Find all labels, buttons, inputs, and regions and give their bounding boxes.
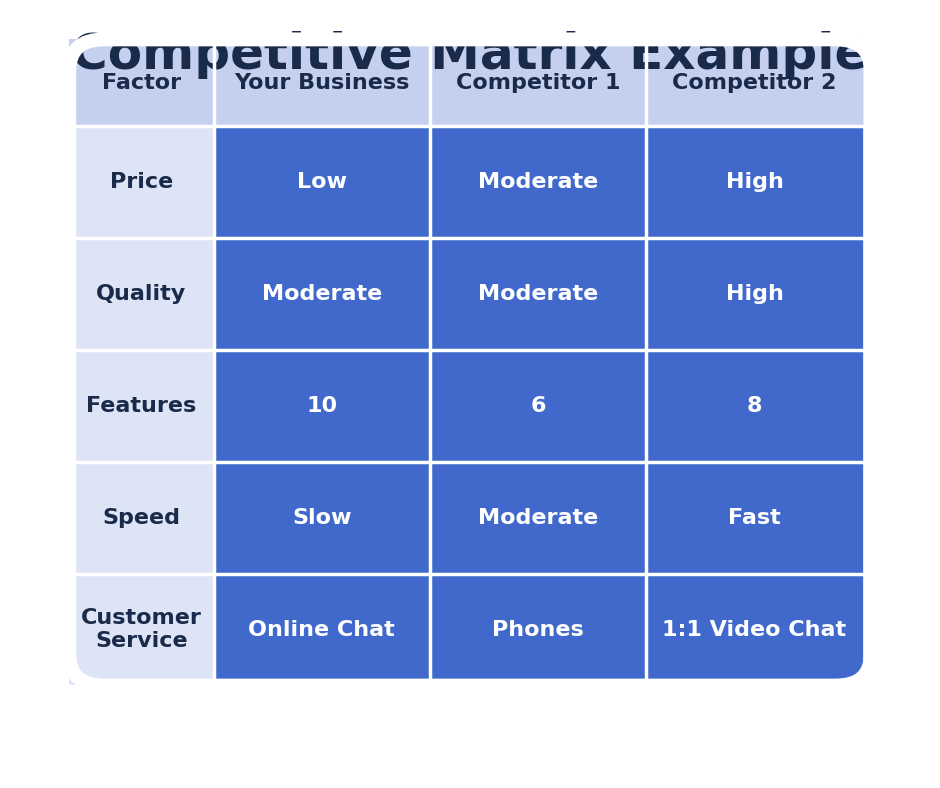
FancyBboxPatch shape bbox=[213, 126, 430, 238]
FancyBboxPatch shape bbox=[647, 126, 863, 238]
Text: Customer
Service: Customer Service bbox=[81, 608, 202, 651]
Text: Features: Features bbox=[86, 396, 196, 416]
FancyBboxPatch shape bbox=[213, 574, 430, 686]
Text: Competitor 1: Competitor 1 bbox=[456, 72, 620, 93]
Text: Speed: Speed bbox=[102, 507, 180, 528]
Text: High: High bbox=[726, 172, 783, 192]
Text: 10: 10 bbox=[306, 396, 337, 416]
FancyBboxPatch shape bbox=[213, 350, 430, 462]
Text: Quality: Quality bbox=[96, 284, 186, 304]
Text: Online Chat: Online Chat bbox=[248, 619, 395, 640]
Text: Competitive Matrix Example: Competitive Matrix Example bbox=[71, 32, 869, 79]
FancyBboxPatch shape bbox=[70, 126, 213, 238]
Text: Your Business: Your Business bbox=[234, 72, 410, 93]
FancyBboxPatch shape bbox=[70, 238, 213, 350]
FancyBboxPatch shape bbox=[430, 350, 647, 462]
Text: Moderate: Moderate bbox=[478, 172, 598, 192]
FancyBboxPatch shape bbox=[70, 39, 870, 686]
Text: Moderate: Moderate bbox=[478, 507, 598, 528]
FancyBboxPatch shape bbox=[430, 574, 647, 686]
FancyBboxPatch shape bbox=[647, 350, 863, 462]
Text: 8: 8 bbox=[746, 396, 762, 416]
Text: Phones: Phones bbox=[493, 619, 584, 640]
FancyBboxPatch shape bbox=[430, 126, 647, 238]
FancyBboxPatch shape bbox=[430, 39, 647, 126]
Text: Price: Price bbox=[110, 172, 173, 192]
FancyBboxPatch shape bbox=[647, 462, 863, 574]
Text: Competitor 2: Competitor 2 bbox=[672, 72, 837, 93]
Text: Low: Low bbox=[297, 172, 347, 192]
FancyBboxPatch shape bbox=[213, 39, 430, 126]
FancyBboxPatch shape bbox=[647, 39, 863, 126]
FancyBboxPatch shape bbox=[430, 238, 647, 350]
FancyBboxPatch shape bbox=[70, 39, 213, 126]
FancyBboxPatch shape bbox=[647, 238, 863, 350]
Text: Moderate: Moderate bbox=[261, 284, 382, 304]
Text: Moderate: Moderate bbox=[478, 284, 598, 304]
Text: Slow: Slow bbox=[292, 507, 352, 528]
FancyBboxPatch shape bbox=[70, 462, 213, 574]
Text: 6: 6 bbox=[530, 396, 546, 416]
FancyBboxPatch shape bbox=[430, 462, 647, 574]
FancyBboxPatch shape bbox=[213, 238, 430, 350]
FancyBboxPatch shape bbox=[213, 462, 430, 574]
FancyBboxPatch shape bbox=[647, 574, 863, 686]
Text: 1:1 Video Chat: 1:1 Video Chat bbox=[663, 619, 847, 640]
Text: Fast: Fast bbox=[728, 507, 781, 528]
FancyBboxPatch shape bbox=[70, 350, 213, 462]
Text: High: High bbox=[726, 284, 783, 304]
Text: Factor: Factor bbox=[102, 72, 181, 93]
FancyBboxPatch shape bbox=[70, 574, 213, 686]
